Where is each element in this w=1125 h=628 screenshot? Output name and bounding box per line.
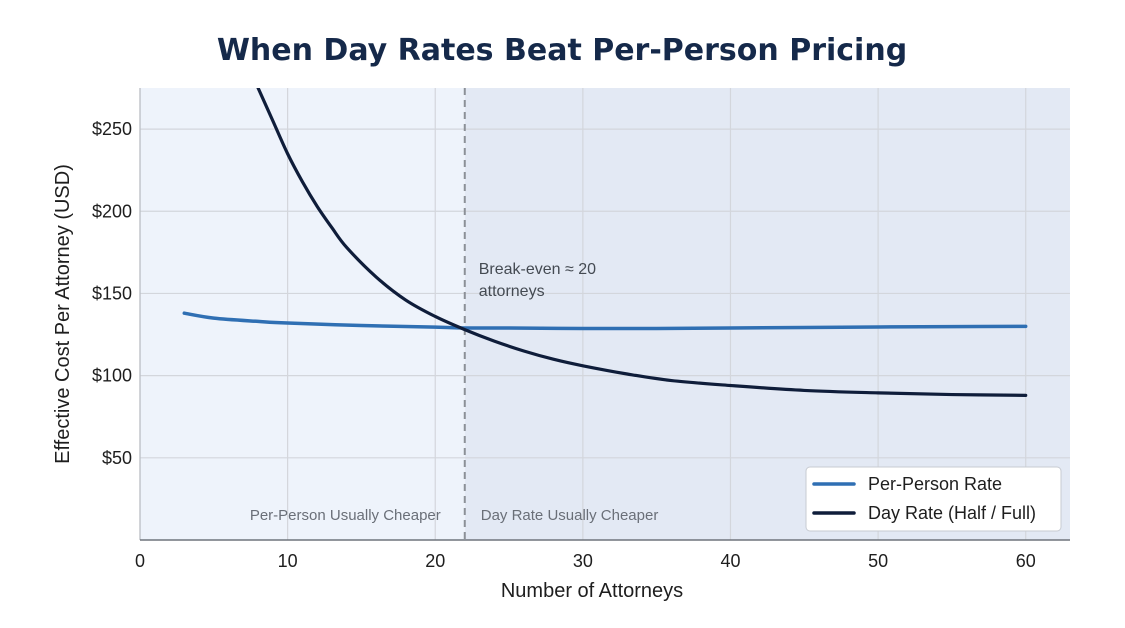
series-line-1 bbox=[256, 88, 1028, 397]
chart-title: When Day Rates Beat Per-Person Pricing bbox=[217, 33, 907, 68]
legend-label: Day Rate (Half / Full) bbox=[868, 503, 1036, 523]
region-background-1 bbox=[464, 88, 1070, 540]
legend-label: Per-Person Rate bbox=[868, 474, 1002, 494]
x-tick-label: 10 bbox=[278, 551, 298, 571]
plot-area: 0 10 20 30 40 50 60 $50 $100 $150 $200 $250 Per-Pers… bbox=[92, 88, 1070, 571]
y-tick-label: $250 bbox=[92, 119, 132, 139]
x-tick-label: 60 bbox=[1016, 551, 1036, 571]
region-label: Per-Person Usually Cheaper bbox=[250, 507, 441, 524]
legend: Per-Person Rate Day Rate (Half / Full) bbox=[805, 466, 1062, 532]
y-tick-label: $150 bbox=[92, 283, 132, 303]
break-even-annotation-line: attorneys bbox=[479, 283, 545, 300]
y-tick-label: $200 bbox=[92, 201, 132, 221]
y-axis-label: Effective Cost Per Attorney (USD) bbox=[52, 164, 74, 464]
x-tick-label: 40 bbox=[720, 551, 740, 571]
y-tick-label: $100 bbox=[92, 366, 132, 386]
x-tick-label: 50 bbox=[868, 551, 888, 571]
x-tick-label: 30 bbox=[573, 551, 593, 571]
x-tick-label: 20 bbox=[425, 551, 445, 571]
break-even-annotation-line: Break-even ≈ 20 bbox=[479, 261, 596, 278]
region-label: Day Rate Usually Cheaper bbox=[481, 507, 659, 524]
break-even-annotation: Break-even ≈ 20 attorneys bbox=[479, 261, 596, 300]
x-tick-label: 0 bbox=[135, 551, 145, 571]
legend-box bbox=[805, 466, 1062, 532]
x-axis-label: Number of Attorneys bbox=[501, 580, 683, 602]
series-line-0 bbox=[182, 311, 1028, 331]
y-tick-label: $50 bbox=[102, 448, 132, 468]
